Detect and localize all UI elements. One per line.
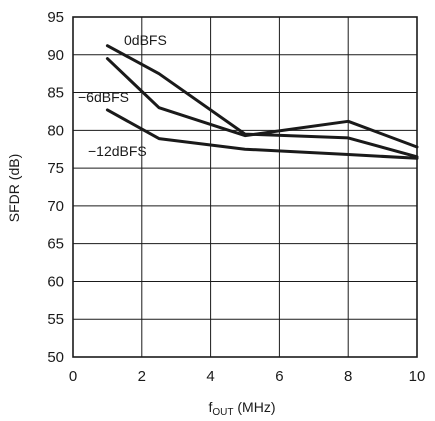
y-tick-label: 95 xyxy=(47,9,64,26)
x-tick-label: 10 xyxy=(409,368,426,385)
x-axis-title: fOUT (MHz) xyxy=(209,399,276,418)
series-labels: 0dBFS −6dBFS −12dBFS xyxy=(78,32,167,159)
x-tick-label: 2 xyxy=(138,368,146,385)
y-tick-label: 70 xyxy=(47,198,64,215)
y-tick-label: 80 xyxy=(47,122,64,139)
x-tick-label: 8 xyxy=(344,368,352,385)
y-tick-label: 85 xyxy=(47,85,64,102)
x-tick-label: 4 xyxy=(206,368,214,385)
series-line-2 xyxy=(105,108,419,160)
y-tick-label: 50 xyxy=(47,349,64,366)
y-tick-label: 65 xyxy=(47,236,64,253)
tick-labels: 0 2 4 6 8 10 50 55 60 65 70 75 80 85 90 95 xyxy=(47,9,425,385)
series-lines xyxy=(105,44,419,160)
series-label-0dbfs: 0dBFS xyxy=(124,32,167,48)
y-axis-title: SFDR (dB) xyxy=(6,154,22,222)
y-tick-label: 55 xyxy=(47,311,64,328)
x-axis-title-subscript: OUT xyxy=(212,407,233,418)
x-axis-title-unit: (MHz) xyxy=(234,399,276,415)
y-tick-label: 90 xyxy=(47,47,64,64)
x-tick-label: 0 xyxy=(69,368,77,385)
y-tick-label: 60 xyxy=(47,273,64,290)
x-tick-label: 6 xyxy=(275,368,283,385)
plot-frame xyxy=(72,16,418,358)
x-axis-title-main: f xyxy=(209,399,213,415)
series-line-1 xyxy=(105,57,419,149)
y-tick-label: 75 xyxy=(47,160,64,177)
series-label-minus12dbfs: −12dBFS xyxy=(88,143,147,159)
series-label-minus6dbfs: −6dBFS xyxy=(78,89,129,105)
grid xyxy=(72,16,418,358)
